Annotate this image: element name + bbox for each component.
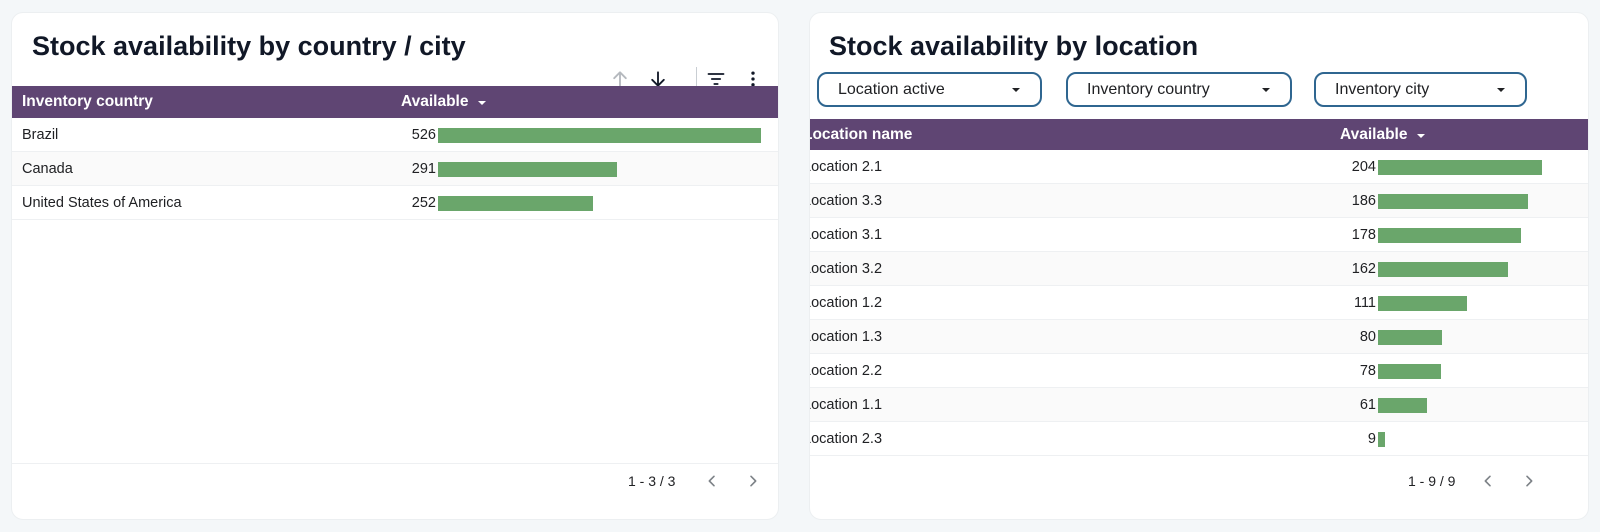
table-row[interactable]: Location 2.2 78: [810, 354, 1588, 388]
sort-caret-icon: [477, 101, 486, 105]
table-footer-divider: [12, 463, 778, 464]
filter-label: Inventory city: [1335, 80, 1430, 98]
table-row[interactable]: Location 2.1 204: [810, 150, 1588, 184]
previous-page-button[interactable]: [1476, 469, 1500, 493]
sort-ascending-button[interactable]: [606, 65, 634, 93]
row-name: Canada: [22, 160, 73, 177]
table-header: Location name Available: [810, 119, 1588, 150]
value-bar: [1378, 194, 1528, 209]
column-header-inventory-country[interactable]: Inventory country: [22, 93, 153, 110]
inventory-country-filter[interactable]: Inventory country: [1066, 72, 1292, 107]
filter-label: Inventory country: [1087, 80, 1210, 98]
value-bar: [438, 162, 617, 177]
row-name: Location 1.1: [809, 396, 883, 413]
row-value: 9: [1367, 430, 1376, 447]
dropdown-caret-icon: [1262, 88, 1270, 92]
value-bar: [1378, 228, 1521, 243]
row-value: 178: [1351, 226, 1376, 243]
location-table-card: Stock availability by location Location …: [809, 12, 1589, 520]
row-name: Location 2.2: [809, 362, 883, 379]
table-row[interactable]: Location 2.3 9: [810, 422, 1588, 456]
table-row[interactable]: United States of America 252: [12, 186, 778, 220]
chevron-left-icon: [708, 475, 715, 487]
table-row[interactable]: Location 1.3 80: [810, 320, 1588, 354]
row-value: 111: [1353, 294, 1376, 311]
table-row[interactable]: Location 1.1 61: [810, 388, 1588, 422]
row-name: Brazil: [22, 126, 59, 143]
filter-label: Location active: [838, 80, 945, 98]
row-value: 204: [1351, 158, 1376, 175]
row-name: Location 2.1: [809, 158, 883, 175]
table-footer-divider: [810, 455, 1588, 456]
row-name: United States of America: [22, 194, 182, 211]
column-header-available[interactable]: Available: [1340, 119, 1425, 150]
arrow-up-icon: [613, 71, 627, 87]
row-name: Location 3.1: [809, 226, 883, 243]
table-row[interactable]: Canada 291: [12, 152, 778, 186]
table-row[interactable]: Brazil 526: [12, 118, 778, 152]
next-page-button[interactable]: [741, 469, 765, 493]
pagination-text: 1 - 9 / 9: [1408, 473, 1456, 489]
toolbar-divider: [696, 67, 697, 91]
card-title: Stock availability by location: [829, 31, 1199, 61]
row-name: Location 3.2: [809, 260, 883, 277]
dropdown-caret-icon: [1012, 88, 1020, 92]
pagination: 1 - 9 / 9: [1408, 469, 1553, 493]
column-header-available[interactable]: Available: [401, 86, 486, 118]
table-row[interactable]: Location 3.2 162: [810, 252, 1588, 286]
value-bar: [1378, 262, 1508, 277]
table-row[interactable]: Location 3.1 178: [810, 218, 1588, 252]
dropdown-caret-icon: [1497, 88, 1505, 92]
row-name: Location 3.3: [809, 192, 883, 209]
row-name: Location 1.3: [809, 328, 883, 345]
chevron-left-icon: [1484, 475, 1491, 487]
table-header: Inventory country Available: [12, 86, 778, 118]
more-options-button[interactable]: [739, 65, 767, 93]
value-bar: [438, 128, 761, 143]
row-value: 186: [1351, 192, 1376, 209]
column-header-location-name[interactable]: Location name: [809, 119, 913, 150]
row-value: 80: [1359, 328, 1376, 345]
table-toolbar: [610, 65, 778, 95]
row-value: 162: [1351, 260, 1376, 277]
country-city-table-card: Stock availability by country / city Inv…: [11, 12, 779, 520]
sort-caret-icon: [1416, 133, 1425, 138]
table-row[interactable]: Location 1.2 111: [810, 286, 1588, 320]
filter-icon: [707, 73, 725, 85]
value-bar: [1378, 432, 1385, 447]
inventory-city-filter[interactable]: Inventory city: [1314, 72, 1527, 107]
value-bar: [1378, 330, 1442, 345]
column-header-available-label: Available: [1340, 125, 1408, 143]
next-page-button[interactable]: [1517, 469, 1541, 493]
row-value: 252: [411, 194, 436, 211]
value-bar: [1378, 160, 1542, 175]
sort-descending-button[interactable]: [644, 65, 672, 93]
pagination-text: 1 - 3 / 3: [628, 473, 676, 489]
more-vert-icon: [751, 71, 755, 87]
value-bar: [1378, 296, 1467, 311]
row-value: 78: [1359, 362, 1376, 379]
location-active-filter[interactable]: Location active: [817, 72, 1042, 107]
pagination: 1 - 3 / 3: [628, 469, 773, 493]
value-bar: [438, 196, 593, 211]
row-name: Location 1.2: [809, 294, 883, 311]
column-header-available-label: Available: [401, 93, 469, 110]
column-header-location-name-label: Location name: [809, 125, 913, 143]
value-bar: [1378, 398, 1427, 413]
card-title: Stock availability by country / city: [32, 31, 466, 61]
filter-button[interactable]: [702, 65, 730, 93]
arrow-down-icon: [651, 71, 665, 87]
row-value: 61: [1359, 396, 1376, 413]
previous-page-button[interactable]: [700, 469, 724, 493]
value-bar: [1378, 364, 1441, 379]
row-value: 291: [411, 160, 436, 177]
row-value: 526: [411, 126, 436, 143]
table-row[interactable]: Location 3.3 186: [810, 184, 1588, 218]
chevron-right-icon: [750, 475, 757, 487]
chevron-right-icon: [1526, 475, 1533, 487]
row-name: Location 2.3: [809, 430, 883, 447]
